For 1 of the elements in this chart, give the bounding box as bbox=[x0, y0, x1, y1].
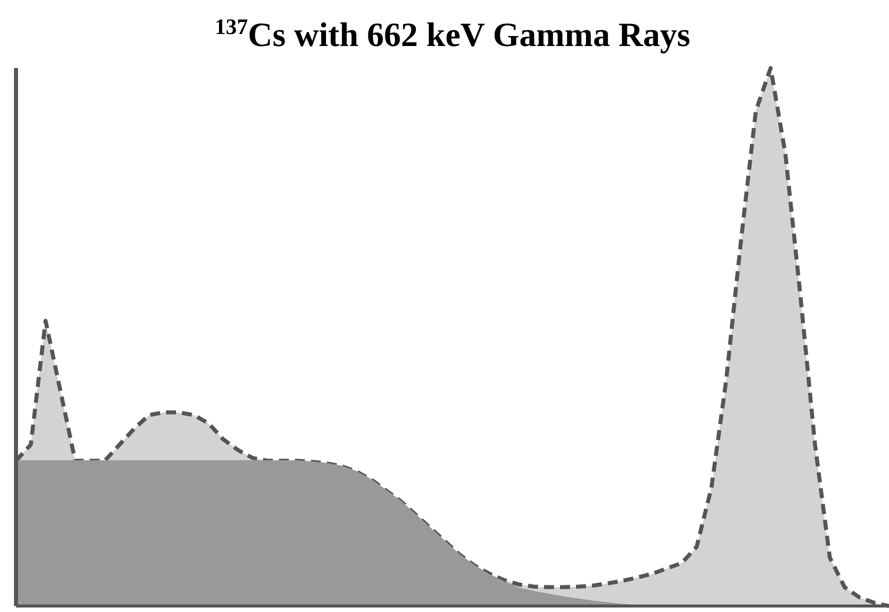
chart-title: $^{137}$Cs with 662 keV Gamma Rays bbox=[214, 14, 690, 54]
